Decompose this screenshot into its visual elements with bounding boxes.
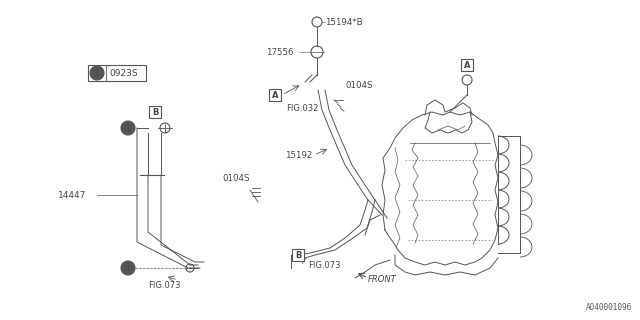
Text: 0923S: 0923S — [109, 68, 138, 77]
Bar — [88, 65, 146, 81]
Text: 15192: 15192 — [285, 150, 312, 159]
Text: B: B — [152, 108, 158, 116]
Text: 0104S: 0104S — [345, 81, 372, 90]
Circle shape — [90, 66, 104, 80]
Bar — [149, 106, 161, 118]
Text: 14447: 14447 — [58, 190, 86, 199]
Text: FRONT: FRONT — [368, 276, 397, 284]
Text: B: B — [295, 251, 301, 260]
Text: A: A — [464, 60, 470, 69]
Text: FIG.073: FIG.073 — [308, 260, 340, 269]
Text: FIG.073: FIG.073 — [148, 281, 180, 290]
Text: 15194*B: 15194*B — [325, 18, 363, 27]
Text: A040001096: A040001096 — [586, 303, 632, 312]
Text: A: A — [272, 91, 278, 100]
Text: 1: 1 — [125, 124, 131, 132]
Bar — [269, 89, 281, 101]
Bar — [292, 249, 304, 261]
Text: 0104S: 0104S — [222, 173, 250, 182]
Circle shape — [121, 261, 135, 275]
Text: FIG.032: FIG.032 — [286, 103, 318, 113]
Text: 1: 1 — [95, 68, 99, 77]
Text: 1: 1 — [125, 263, 131, 273]
Text: 17556: 17556 — [266, 47, 294, 57]
Bar — [461, 59, 473, 71]
Circle shape — [121, 121, 135, 135]
